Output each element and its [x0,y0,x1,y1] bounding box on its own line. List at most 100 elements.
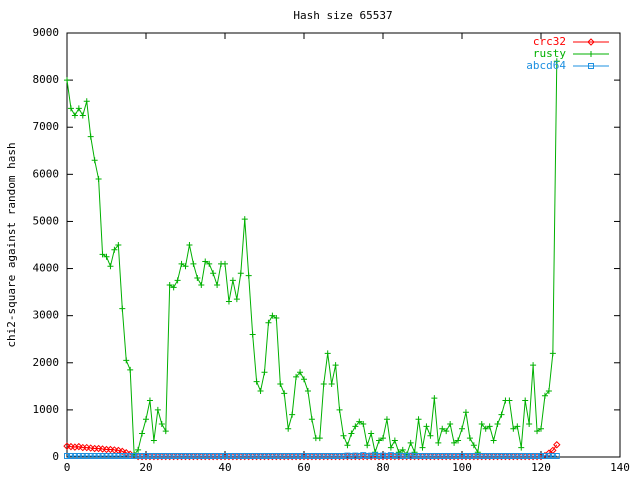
data-point [368,430,375,437]
data-point [202,258,209,265]
data-point [462,409,469,416]
data-point [435,439,442,446]
y-tick-label: 3000 [33,309,60,322]
data-point [474,449,481,456]
data-point [553,453,560,460]
data-point [553,58,560,65]
data-point [490,437,497,444]
data-point [83,98,90,105]
data-point [154,406,161,413]
data-point [229,277,236,284]
data-point [553,441,561,449]
data-point [494,421,501,428]
chart-title: Hash size 65537 [293,9,392,22]
y-axis-label: chi2-square against random hash [5,142,18,347]
data-point [383,416,390,423]
data-point [111,246,118,253]
data-point [423,423,430,430]
data-point [64,77,70,84]
data-point [75,105,82,112]
y-tick-label: 7000 [33,120,60,133]
data-point [103,253,110,260]
data-point [328,380,335,387]
legend-marker [588,51,594,57]
data-point [293,373,300,380]
legend-marker [588,63,594,69]
data-point [265,319,272,326]
data-point [285,425,292,432]
data-point [387,452,394,459]
data-point [281,390,288,397]
data-point [455,437,462,444]
x-tick-label: 140 [610,461,630,474]
data-point [289,411,296,418]
data-point [387,444,394,451]
data-point [352,423,359,430]
data-point [214,282,221,289]
data-point [506,397,513,404]
data-point [67,105,74,112]
data-point [372,452,379,459]
data-point [150,437,157,444]
data-point [210,270,217,277]
data-point [253,378,260,385]
x-tick-label: 120 [531,461,551,474]
data-point [415,416,422,423]
data-point [498,411,505,418]
data-point [443,428,450,435]
data-point [119,305,126,312]
data-point [530,362,537,369]
data-point [459,425,465,432]
data-point [348,430,355,437]
data-point [466,435,473,442]
legend-label: rusty [533,47,566,60]
data-point [249,331,256,338]
data-point [364,442,371,449]
y-tick-label: 9000 [33,26,60,39]
data-point [91,157,98,164]
data-point [261,369,268,376]
y-tick-label: 2000 [33,356,60,369]
data-point [123,357,130,364]
data-point [451,439,458,446]
data-point [174,277,181,284]
y-tick-label: 5000 [33,214,60,227]
data-point [526,421,533,428]
data-point [182,263,189,270]
data-point [241,216,248,223]
data-point [439,425,446,432]
y-tick-label: 1000 [33,403,60,416]
data-point [206,260,213,267]
data-point [391,437,398,444]
data-point [360,452,367,459]
y-tick-label: 0 [52,450,59,463]
data-point [245,272,252,279]
data-point [376,437,383,444]
legend-marker [587,38,595,46]
data-point [135,446,142,453]
y-tick-label: 6000 [33,167,60,180]
data-point [75,442,83,451]
data-point [541,392,548,399]
data-point [95,176,102,183]
data-point [522,397,529,404]
data-point [308,416,315,423]
data-point [470,442,477,449]
data-point [87,133,94,140]
data-point [447,421,454,428]
data-point [273,315,280,322]
data-point [127,366,134,373]
data-point [107,263,114,270]
data-point [482,425,489,432]
data-point [340,432,347,439]
data-point [225,298,232,305]
data-point [139,430,146,437]
data-point [510,425,517,432]
data-point [170,284,177,291]
data-point [297,369,304,376]
data-point [118,447,127,456]
data-point [222,260,228,267]
legend-label: crc32 [533,35,566,48]
data-point [269,312,276,319]
